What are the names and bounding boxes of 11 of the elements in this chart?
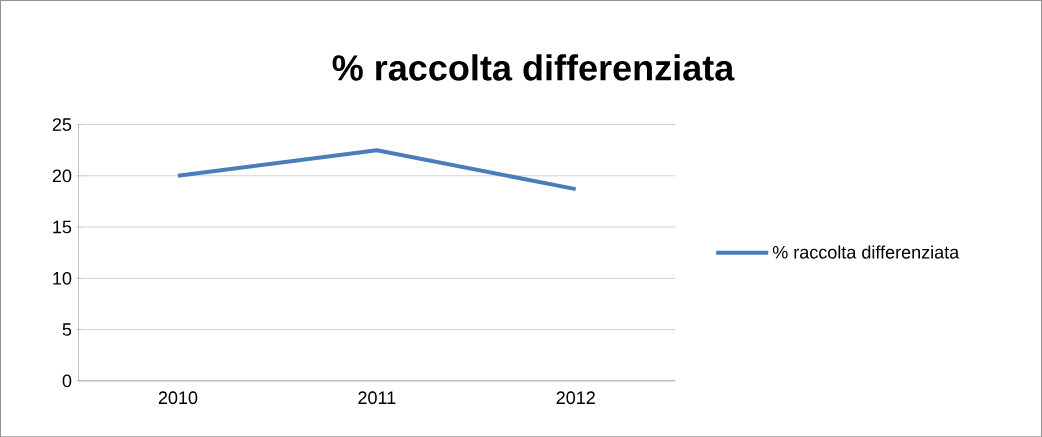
y-tick-label: 25 bbox=[52, 118, 72, 131]
x-tick-label: 2012 bbox=[556, 391, 595, 404]
y-tick-label: 20 bbox=[52, 169, 72, 183]
y-tick-label: 10 bbox=[53, 271, 72, 285]
y-tick-label: 15 bbox=[53, 220, 72, 234]
y-tick-label: 5 bbox=[62, 323, 72, 336]
legend-label: % raccolta differenziata bbox=[772, 245, 960, 259]
chart-title: % raccolta differenziata bbox=[332, 54, 735, 81]
x-tick-label: 2011 bbox=[358, 391, 396, 404]
x-tick-label: 2010 bbox=[158, 391, 198, 404]
y-tick-label: 0 bbox=[62, 374, 72, 388]
